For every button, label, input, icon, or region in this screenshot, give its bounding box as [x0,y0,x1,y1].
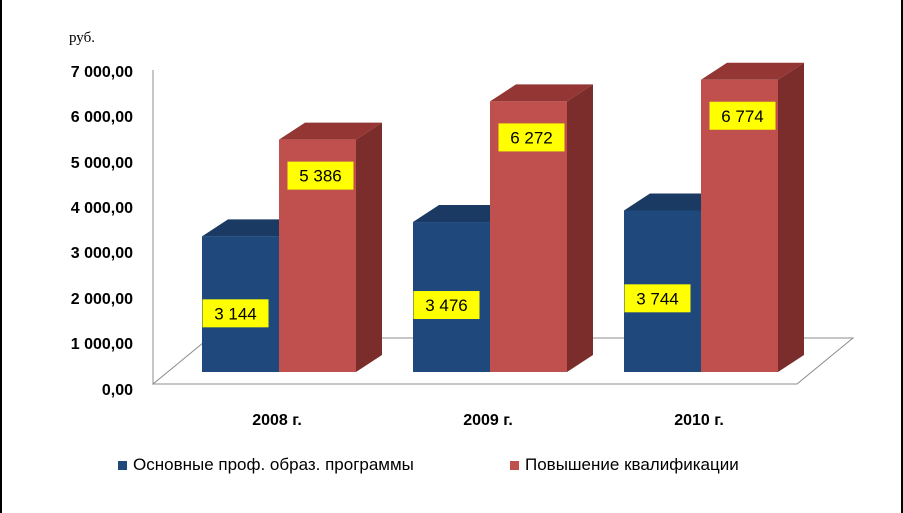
y-tick-label: 0,00 [102,382,133,399]
y-tick-label: 3 000,00 [71,245,133,262]
bar-side [356,122,382,372]
legend-swatch-series-2 [510,460,519,470]
bar-top [701,62,804,80]
legend-label-series-1: Основные проф. образ. программы [133,455,414,474]
y-tick-label: 5 000,00 [71,155,133,172]
bar-side [567,84,593,373]
bar-top [279,122,382,140]
data-label-box [498,123,565,152]
legend-label-series-2: Повышение квалификации [525,455,739,474]
frame-right-border [901,0,903,513]
y-tick-label: 2 000,00 [71,291,133,308]
y-tick-label: 1 000,00 [71,336,133,353]
data-label: 3 476 [425,296,468,315]
y-tick-label: 6 000,00 [71,109,133,126]
data-label-box [413,291,480,320]
legend-swatch-series-1 [118,460,127,470]
data-label: 6 272 [510,128,553,147]
data-label-box [287,161,354,190]
data-label-box [709,101,776,130]
y-tick-label: 7 000,00 [71,64,133,81]
x-category-label: 2009 г. [463,412,513,429]
data-label: 3 744 [636,289,679,308]
data-label: 3 144 [214,304,257,323]
y-axis-unit-label: руб. [69,30,95,46]
data-label: 5 386 [299,167,342,186]
y-tick-label: 4 000,00 [71,200,133,217]
x-category-label: 2008 г. [252,412,302,429]
bar-side [778,62,804,373]
legend-item-series-2: Повышение квалификации [510,455,739,475]
x-category-label: 2010 г. [674,412,724,429]
legend-item-series-1: Основные проф. образ. программы [118,455,414,475]
data-label-box [624,284,691,313]
data-label: 6 774 [721,107,764,126]
bar-top [490,84,593,102]
data-label-box [202,299,269,328]
frame-left-border [0,0,2,513]
chart-legend: Основные проф. образ. программы Повышени… [0,455,903,479]
